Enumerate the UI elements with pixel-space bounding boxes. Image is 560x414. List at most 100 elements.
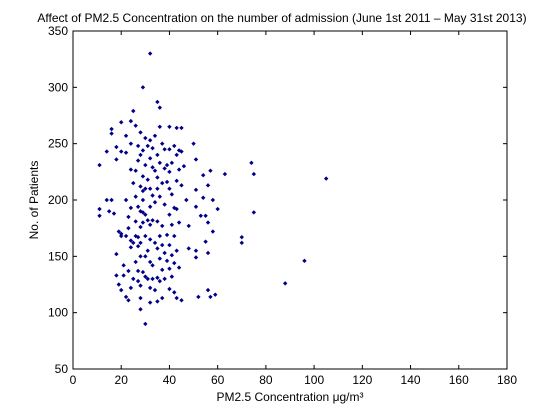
data-point [140,148,146,153]
data-point [160,242,165,248]
data-point [174,206,179,212]
data-point [157,160,162,166]
x-tick-label: 40 [163,373,177,387]
data-point [169,192,175,197]
data-point [162,202,167,207]
data-point [133,219,138,224]
data-point [150,276,155,282]
data-point [193,248,199,253]
y-tick-label: 350 [48,24,68,38]
data-point [123,133,129,138]
data-point [172,233,177,239]
data-point [131,276,136,282]
data-point [145,143,150,149]
data-point [147,222,153,227]
data-point [109,197,114,203]
data-point [140,210,146,215]
data-point [128,285,134,291]
data-point [193,187,199,193]
data-point [138,240,143,246]
data-point [147,186,153,191]
data-point [140,220,146,225]
data-point [169,274,175,279]
data-point [104,197,109,203]
data-point [239,234,244,240]
data-point [251,171,257,177]
x-tick-label: 0 [70,373,77,387]
data-point [106,209,112,214]
data-point [128,141,134,146]
data-point [176,148,182,153]
data-point [210,229,216,234]
data-point [160,267,165,273]
data-point [133,168,138,173]
data-point [162,166,167,171]
data-point [109,131,114,136]
data-point [150,145,155,151]
data-point [143,212,148,217]
data-point [198,213,203,218]
tick-labels-group: 0 20 40 60 80 100 120 140 160 180 50 100 150 200 250 30… [48,24,517,387]
data-point [155,219,160,224]
data-point [119,233,124,239]
data-point [140,188,146,194]
data-point [157,233,162,239]
data-point [176,220,182,225]
y-tick-label: 250 [48,137,68,151]
data-point [239,240,244,246]
data-point [116,282,122,287]
data-point [203,239,208,244]
data-point [138,224,143,230]
x-tick-label: 100 [304,373,324,387]
data-point [135,143,141,149]
data-point [133,123,138,128]
data-point [186,223,191,229]
data-point [155,246,160,251]
data-point [147,204,153,209]
data-point [196,294,201,300]
data-point [213,292,218,297]
data-point [191,141,196,146]
data-point [138,283,143,288]
data-point [167,186,172,191]
data-point [119,149,124,154]
data-point [138,209,143,214]
data-point [147,156,153,161]
data-point [164,179,170,185]
data-point [323,176,329,181]
data-point [172,260,177,266]
data-point [150,165,155,170]
data-point [135,204,141,209]
data-point [131,108,136,114]
data-point [205,220,211,225]
data-point [135,234,141,240]
data-point [157,105,162,110]
data-point [126,298,131,303]
x-tick-label: 180 [497,373,517,387]
data-point [123,294,129,300]
data-point [193,204,199,209]
data-point [205,183,211,188]
data-point [140,197,146,203]
data-point [138,152,143,158]
data-point [184,197,189,203]
data-point [162,250,167,256]
data-point [174,152,179,158]
data-point [131,180,136,186]
data-point [147,237,153,242]
x-tick-label: 160 [449,373,469,387]
data-point [152,133,158,138]
data-point [205,250,211,256]
data-point [169,222,175,227]
data-point [210,197,216,203]
data-point [143,233,148,239]
data-point [179,125,184,131]
data-point [174,295,179,301]
data-point [167,212,172,217]
data-point [302,258,307,264]
data-point [145,276,150,282]
data-point [167,286,172,292]
data-point [126,268,131,274]
data-point [181,164,187,169]
data-point [157,194,162,199]
